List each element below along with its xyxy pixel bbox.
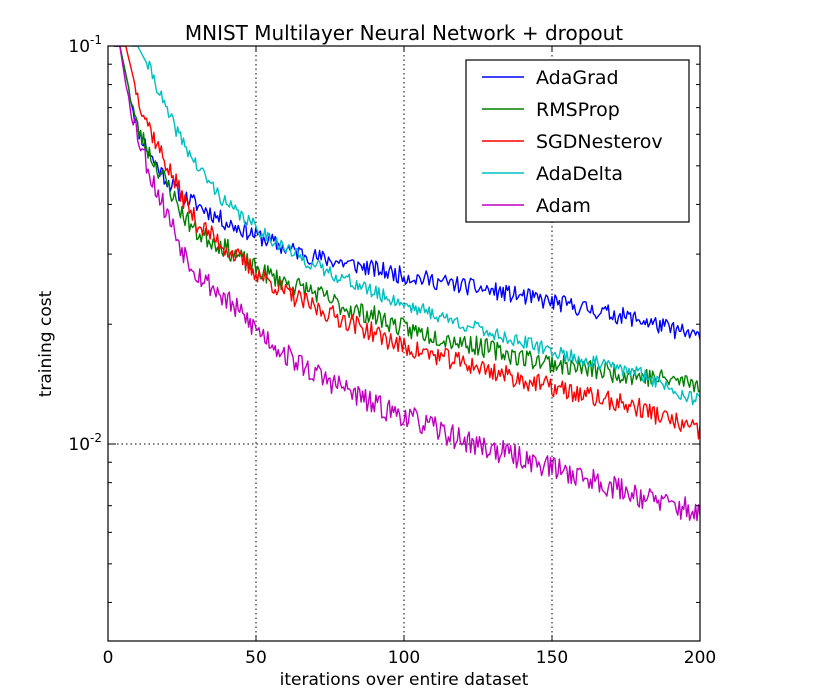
- x-axis-label: iterations over entire dataset: [280, 670, 529, 690]
- legend-label: Adam: [536, 195, 591, 217]
- axis-ticks: [107, 45, 701, 641]
- y-axis-label: training cost: [36, 290, 56, 397]
- series-line-sgdnesterov: [119, 46, 700, 440]
- series-line-rmsprop: [113, 46, 700, 393]
- x-tick-labels: 0 50 100 150 200: [103, 648, 717, 668]
- y-tick-labels: 10-1 10-2: [68, 33, 102, 455]
- x-tick-label: 100: [388, 648, 420, 668]
- legend-label: AdaDelta: [536, 163, 623, 185]
- x-tick-label: 200: [684, 648, 716, 668]
- legend-label: RMSProp: [536, 99, 620, 121]
- legend-label: AdaGrad: [536, 67, 619, 89]
- series-line-adagrad: [113, 46, 700, 340]
- y-tick-label: 10-1: [68, 33, 102, 57]
- x-tick-label: 150: [536, 648, 568, 668]
- legend: AdaGrad RMSProp SGDNesterov AdaDelta Adam: [465, 59, 690, 223]
- legend-label: SGDNesterov: [536, 131, 663, 153]
- series-line-adadelta: [131, 46, 700, 406]
- series-layer: [113, 46, 700, 522]
- chart-title: MNIST Multilayer Neural Network + dropou…: [185, 21, 623, 45]
- x-tick-label: 50: [245, 648, 267, 668]
- series-line-adam: [113, 46, 700, 522]
- y-tick-label: 10-2: [68, 431, 102, 455]
- x-tick-label: 0: [103, 648, 114, 668]
